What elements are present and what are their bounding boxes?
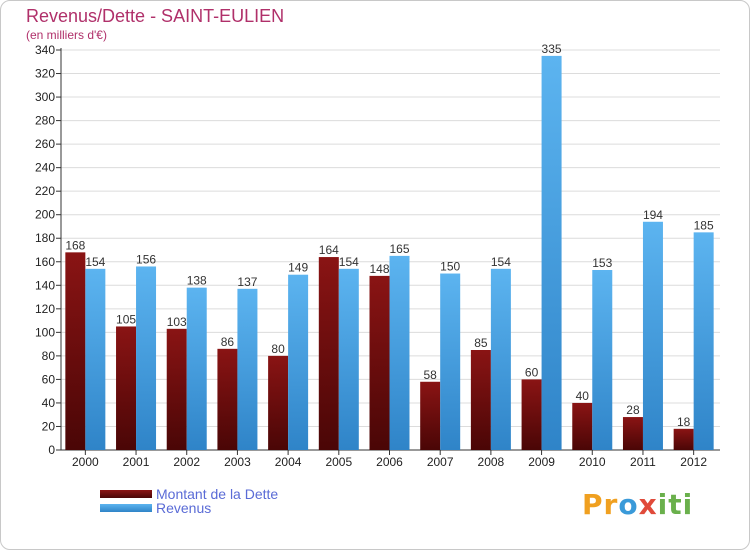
bar-dette [572, 402, 593, 450]
legend-label-revenus: Revenus [156, 500, 212, 516]
y-tick-label: 260 [35, 137, 55, 151]
bar-dette [217, 348, 238, 450]
bar-revenus [389, 255, 410, 450]
y-tick-label: 340 [35, 43, 55, 57]
y-tick-label: 280 [35, 114, 55, 128]
data-label: 137 [237, 275, 257, 289]
bars [65, 55, 714, 450]
bar-dette [622, 417, 643, 450]
data-label: 80 [271, 342, 285, 356]
chart-title: Revenus/Dette - SAINT-EULIEN [26, 6, 285, 26]
data-label: 165 [389, 242, 409, 256]
data-label: 154 [491, 255, 511, 269]
data-label: 164 [319, 243, 339, 257]
y-tick-label: 40 [42, 396, 56, 410]
data-label: 335 [542, 42, 562, 56]
data-label: 60 [525, 365, 539, 379]
bar-revenus [288, 274, 309, 450]
legend-item-revenus: Revenus [100, 500, 212, 516]
data-label: 154 [339, 255, 359, 269]
data-label: 153 [592, 256, 612, 270]
proxiti-logo: Proxiti [582, 488, 694, 521]
x-tick-label: 2008 [478, 455, 505, 469]
bar-revenus [85, 268, 106, 450]
data-label: 40 [576, 389, 590, 403]
y-tick-label: 120 [35, 302, 55, 316]
y-tick-label: 160 [35, 255, 55, 269]
data-label: 156 [136, 252, 156, 266]
x-tick-label: 2006 [376, 455, 403, 469]
axes: 0 20 40 60 80 100 120 140 160 180 200 220 240 260 280 3… [35, 43, 720, 469]
y-tick-label: 80 [42, 349, 56, 363]
bar-dette [116, 326, 137, 450]
bar-revenus [693, 232, 714, 450]
bar-dette [470, 350, 491, 450]
y-tick-label: 180 [35, 231, 55, 245]
legend-swatch-revenus [100, 504, 152, 512]
data-label: 149 [288, 261, 308, 275]
x-tick-label: 2007 [427, 455, 454, 469]
data-label: 105 [116, 312, 136, 326]
bar-dette [420, 381, 441, 450]
data-label: 28 [626, 403, 640, 417]
y-tick-label: 100 [35, 325, 55, 339]
data-label: 150 [440, 260, 460, 274]
y-tick-label: 200 [35, 208, 55, 222]
x-tick-label: 2004 [275, 455, 302, 469]
y-tick-label: 20 [42, 419, 56, 433]
x-tick-label: 2002 [173, 455, 200, 469]
data-label: 86 [221, 335, 235, 349]
data-label: 154 [85, 255, 105, 269]
legend-swatch-debt [100, 490, 152, 498]
x-tick-label: 2012 [680, 455, 707, 469]
bar-dette [318, 257, 339, 450]
y-tick-label: 300 [35, 90, 55, 104]
data-label: 85 [474, 336, 488, 350]
bar-dette [521, 379, 542, 450]
x-tick-label: 2003 [224, 455, 251, 469]
data-label: 194 [643, 208, 663, 222]
y-tick-label: 220 [35, 184, 55, 198]
bar-revenus [592, 270, 613, 450]
y-tick-label: 0 [48, 443, 55, 457]
bar-dette [65, 252, 86, 450]
bar-revenus [490, 268, 511, 450]
legend-item-debt: Montant de la Dette [100, 486, 279, 502]
y-tick-label: 60 [42, 372, 56, 386]
bar-dette [673, 428, 694, 450]
x-tick-label: 2011 [630, 455, 656, 469]
bar-revenus [237, 288, 258, 450]
bar-dette [166, 328, 187, 450]
y-tick-label: 240 [35, 161, 55, 175]
legend-label-debt: Montant de la Dette [156, 486, 279, 502]
data-label: 138 [187, 274, 207, 288]
data-label: 18 [677, 415, 691, 429]
bar-revenus [541, 55, 562, 450]
data-labels: 1681541051561031388613780149164154148165… [65, 42, 714, 429]
data-label: 148 [369, 262, 389, 276]
bar-revenus [440, 273, 461, 450]
x-tick-label: 2010 [579, 455, 606, 469]
x-tick-label: 2009 [528, 455, 555, 469]
data-label: 185 [694, 218, 714, 232]
x-tick-label: 2001 [123, 455, 150, 469]
x-tick-label: 2000 [72, 455, 99, 469]
x-tick-label: 2005 [325, 455, 352, 469]
bar-dette [369, 275, 390, 450]
data-label: 58 [424, 368, 438, 382]
bar-revenus [642, 221, 663, 450]
bar-revenus [338, 268, 359, 450]
data-label: 168 [65, 238, 85, 252]
bar-revenus [136, 266, 157, 450]
chart-subtitle: (en milliers d'€) [26, 28, 107, 42]
bar-revenus [186, 287, 207, 450]
bar-dette [268, 355, 289, 450]
data-label: 103 [167, 315, 187, 329]
y-tick-label: 320 [35, 67, 55, 81]
y-tick-label: 140 [35, 278, 55, 292]
